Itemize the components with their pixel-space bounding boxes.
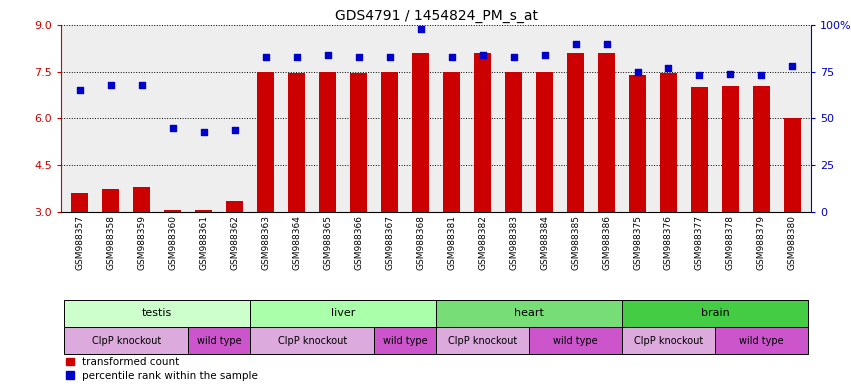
Text: liver: liver bbox=[331, 308, 356, 318]
Legend: transformed count, percentile rank within the sample: transformed count, percentile rank withi… bbox=[66, 358, 258, 381]
Bar bbox=[629, 75, 646, 212]
Bar bbox=[529, 327, 622, 354]
Point bbox=[228, 127, 242, 133]
Point bbox=[693, 73, 706, 79]
Point bbox=[351, 54, 365, 60]
Point bbox=[476, 52, 489, 58]
Bar bbox=[250, 327, 374, 354]
Bar bbox=[598, 53, 615, 212]
Bar bbox=[288, 73, 306, 212]
Bar bbox=[381, 72, 398, 212]
Bar bbox=[443, 72, 460, 212]
Bar bbox=[374, 327, 436, 354]
Bar bbox=[567, 53, 584, 212]
Point bbox=[166, 125, 180, 131]
Point bbox=[197, 129, 210, 135]
Text: wild type: wild type bbox=[197, 336, 242, 346]
Point bbox=[600, 41, 614, 47]
Point bbox=[259, 54, 272, 60]
Bar bbox=[622, 300, 808, 327]
Bar bbox=[195, 210, 212, 212]
Point bbox=[631, 69, 644, 75]
Bar bbox=[436, 300, 622, 327]
Bar bbox=[660, 73, 677, 212]
Bar bbox=[753, 86, 770, 212]
Bar bbox=[71, 193, 89, 212]
Bar bbox=[65, 300, 250, 327]
Text: wild type: wild type bbox=[553, 336, 598, 346]
Point bbox=[507, 54, 521, 60]
Bar bbox=[784, 119, 801, 212]
Bar bbox=[474, 53, 491, 212]
Bar bbox=[188, 327, 250, 354]
Bar bbox=[715, 327, 808, 354]
Bar bbox=[164, 210, 181, 212]
Bar bbox=[319, 72, 336, 212]
Bar bbox=[102, 189, 119, 212]
Text: wild type: wild type bbox=[740, 336, 784, 346]
Bar bbox=[536, 72, 553, 212]
Text: brain: brain bbox=[700, 308, 729, 318]
Point bbox=[104, 82, 117, 88]
Bar bbox=[622, 327, 715, 354]
Bar bbox=[250, 300, 436, 327]
Point bbox=[290, 54, 304, 60]
Bar bbox=[134, 187, 151, 212]
Point bbox=[723, 71, 737, 77]
Bar bbox=[412, 53, 429, 212]
Bar bbox=[226, 201, 243, 212]
Bar bbox=[65, 327, 188, 354]
Text: wild type: wild type bbox=[383, 336, 427, 346]
Point bbox=[321, 52, 334, 58]
Point bbox=[135, 82, 149, 88]
Text: ClpP knockout: ClpP knockout bbox=[92, 336, 161, 346]
Bar bbox=[257, 72, 274, 212]
Point bbox=[755, 73, 768, 79]
Text: ClpP knockout: ClpP knockout bbox=[448, 336, 517, 346]
Text: testis: testis bbox=[142, 308, 173, 318]
Text: ClpP knockout: ClpP knockout bbox=[277, 336, 347, 346]
Bar bbox=[691, 87, 708, 212]
Point bbox=[785, 63, 799, 69]
Text: heart: heart bbox=[514, 308, 544, 318]
Text: ClpP knockout: ClpP knockout bbox=[634, 336, 703, 346]
Point bbox=[73, 87, 87, 93]
Point bbox=[383, 54, 397, 60]
Point bbox=[445, 54, 459, 60]
Bar bbox=[350, 73, 367, 212]
Bar bbox=[505, 72, 523, 212]
Bar bbox=[722, 86, 739, 212]
Title: GDS4791 / 1454824_PM_s_at: GDS4791 / 1454824_PM_s_at bbox=[334, 8, 538, 23]
Point bbox=[538, 52, 551, 58]
Point bbox=[568, 41, 582, 47]
Point bbox=[662, 65, 676, 71]
Point bbox=[414, 26, 427, 32]
Bar bbox=[436, 327, 529, 354]
